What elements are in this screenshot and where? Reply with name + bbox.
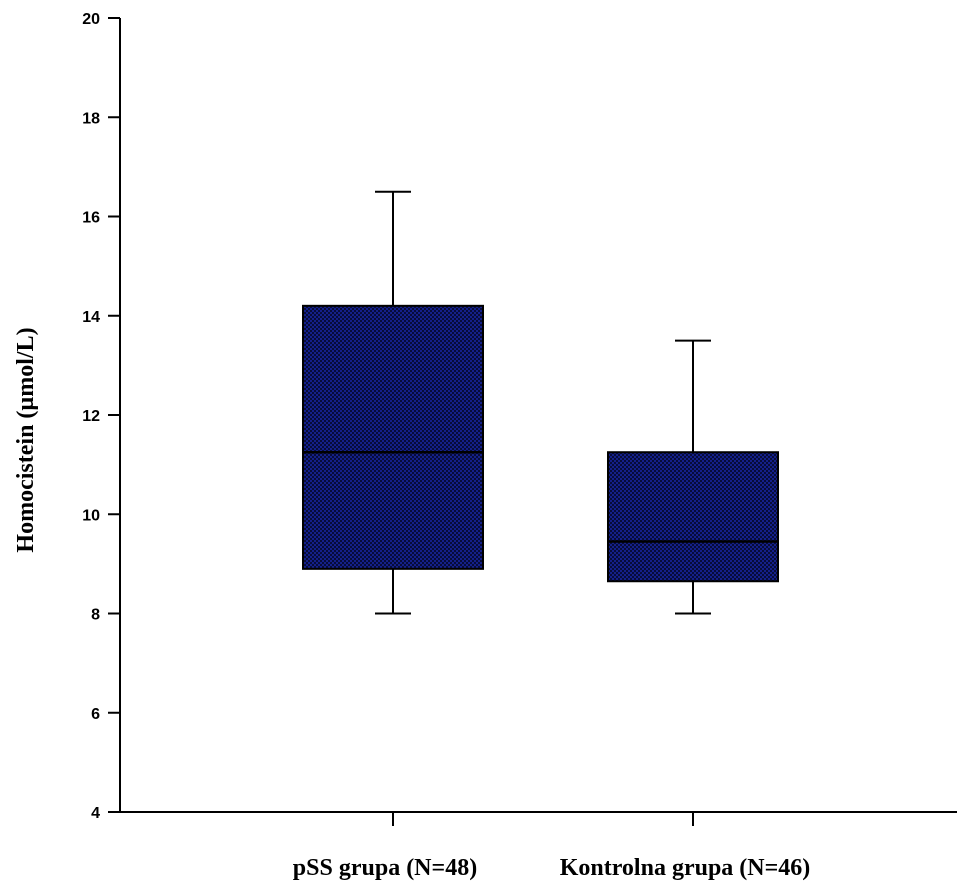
x-category-label: pSS grupa (N=48) <box>293 855 477 881</box>
y-tick-label: 16 <box>82 210 100 227</box>
y-tick-label: 20 <box>82 11 100 28</box>
y-tick-label: 8 <box>91 607 100 624</box>
y-tick-label: 14 <box>82 309 100 326</box>
y-tick-label: 12 <box>82 408 100 425</box>
y-tick-label: 4 <box>91 805 100 822</box>
axes: 4 6 8 10 12 14 16 18 20 pSS grupa (N=48) Kontrolna… <box>82 11 957 881</box>
box-group <box>607 339 779 615</box>
box-group <box>302 190 484 615</box>
iqr-box <box>607 451 779 583</box>
y-axis-title: Homocistein (µmol/L) <box>13 327 39 552</box>
x-category-label: Kontrolna grupa (N=46) <box>560 855 811 881</box>
y-tick-label: 6 <box>91 706 100 723</box>
iqr-box <box>302 304 484 570</box>
y-tick-label: 10 <box>82 507 100 524</box>
boxes <box>302 190 779 615</box>
y-tick-label: 18 <box>82 110 100 127</box>
